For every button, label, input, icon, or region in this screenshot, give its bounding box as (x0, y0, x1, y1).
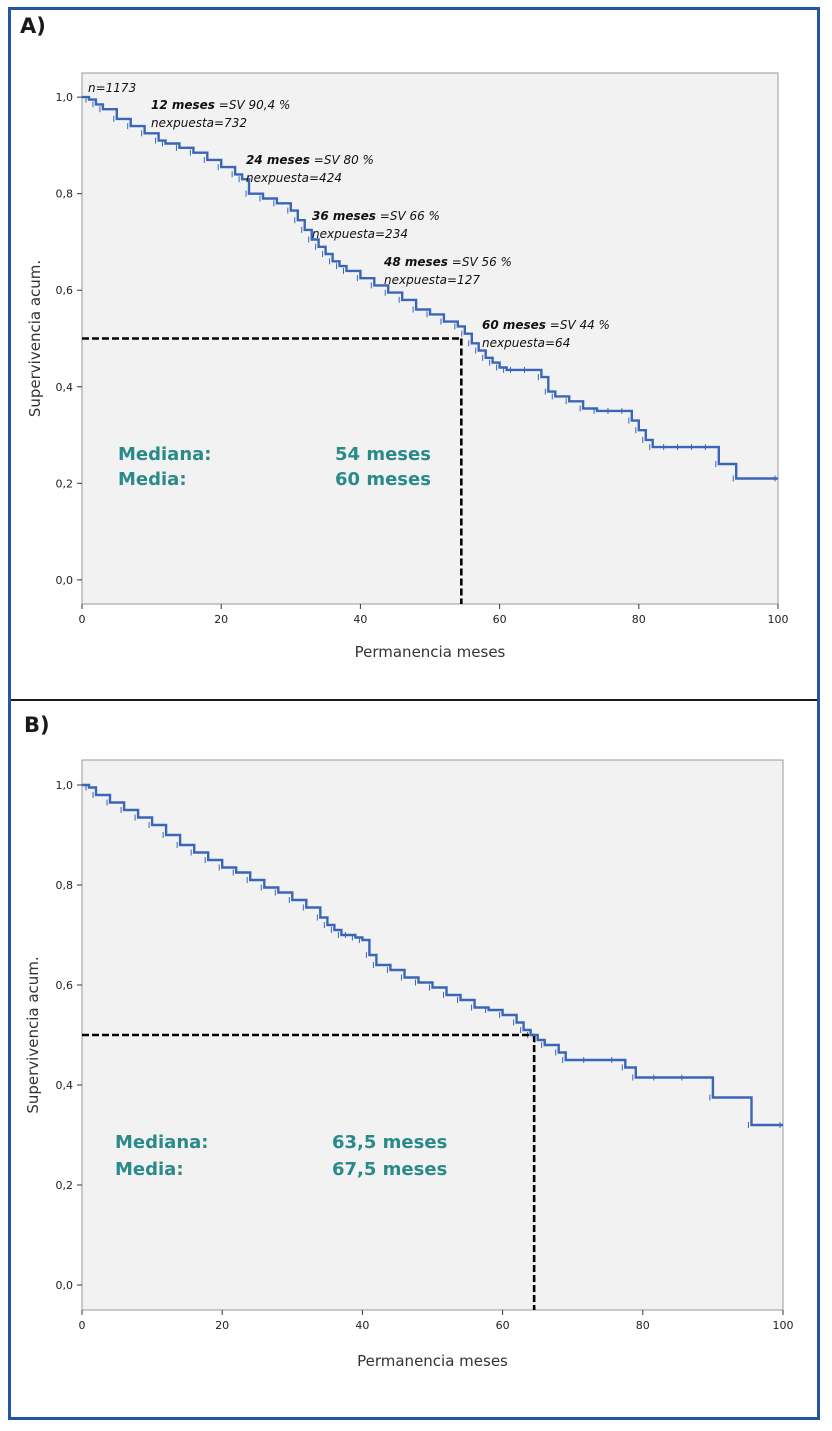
x-tick-label-a-2: 40 (353, 613, 367, 626)
median-reference-a (82, 337, 463, 604)
x-axis-label-a: Permanencia meses (355, 643, 506, 661)
x-tick-label-b-1: 20 (215, 1319, 229, 1332)
figure-frame (8, 7, 820, 1420)
y-tick-label-a-1: 0,2 (56, 477, 74, 490)
milestone-month-2: 36 meses (312, 209, 376, 223)
milestone-month-3: 48 meses (383, 255, 448, 269)
milestone-exposed-0: nexpuesta=732 (151, 116, 247, 130)
median-reference-b (82, 1033, 536, 1310)
y-tick-label-b-1: 0,2 (56, 1179, 74, 1192)
milestone-sv-3: 48 meses =SV 56 % (383, 255, 512, 269)
y-tick-label-a-0: 0,0 (56, 574, 74, 587)
milestone-sv-4: 60 meses =SV 44 % (482, 318, 610, 332)
x-tick-label-b-2: 40 (355, 1319, 369, 1332)
survival-curve-a (82, 95, 778, 480)
panel-divider (11, 699, 817, 701)
milestone-sv-value-3: =SV 56 % (448, 255, 512, 269)
mean-label-b: Media: (115, 1159, 184, 1180)
mean-value-b: 67,5 meses (332, 1159, 447, 1180)
y-tick-label-a-4: 0,8 (56, 188, 74, 201)
x-tick-label-a-0: 0 (79, 613, 86, 626)
milestone-sv-0: 12 meses =SV 90,4 % (151, 98, 290, 112)
y-axis-label-b: Supervivencia acum. (24, 956, 42, 1113)
milestone-sv-value-1: =SV 80 % (310, 153, 374, 167)
milestone-sv-value-4: =SV 44 % (546, 318, 610, 332)
median-value-a: 54 meses (335, 444, 431, 465)
x-tick-label-a-5: 100 (768, 613, 789, 626)
y-tick-label-b-4: 0,8 (56, 879, 74, 892)
x-tick-label-a-1: 20 (214, 613, 228, 626)
x-tick-label-b-0: 0 (79, 1319, 86, 1332)
panel-b-label: B) (24, 713, 50, 737)
y-tick-label-b-0: 0,0 (56, 1279, 74, 1292)
y-axis-label-a: Supervivencia acum. (26, 260, 44, 417)
x-tick-label-b-3: 60 (496, 1319, 510, 1332)
milestone-sv-value-2: =SV 66 % (376, 209, 440, 223)
chart-a: 0 20 40 60 80 100 0,0 0,2 0,4 0,6 0,8 1,0 n=1173 12 … (26, 72, 789, 661)
axes-a: 0 20 40 60 80 100 0,0 0,2 0,4 0,6 0,8 1,0 (56, 91, 789, 626)
annotations-a: n=1173 12 meses =SV 90,4 % nexpuesta=732 24… (88, 81, 610, 350)
milestone-exposed-3: nexpuesta=127 (384, 273, 480, 287)
panel-a-label: A) (20, 14, 46, 38)
milestone-month-4: 60 meses (482, 318, 546, 332)
milestone-sv-value-0: =SV 90,4 % (215, 98, 290, 112)
median-label-b: Mediana: (115, 1132, 208, 1153)
x-tick-label-a-3: 60 (493, 613, 507, 626)
x-tick-label-b-5: 100 (773, 1319, 794, 1332)
median-label-a: Mediana: (118, 444, 211, 465)
y-tick-label-a-2: 0,4 (56, 381, 74, 394)
y-tick-label-b-2: 0,4 (56, 1079, 74, 1092)
median-value-b: 63,5 meses (332, 1132, 447, 1153)
n-total-label: n=1173 (88, 81, 136, 95)
y-tick-label-a-5: 1,0 (56, 91, 74, 104)
y-tick-label-b-5: 1,0 (56, 779, 74, 792)
milestone-exposed-4: nexpuesta=64 (482, 336, 570, 350)
x-axis-label-b: Permanencia meses (357, 1352, 508, 1370)
axes-b: 0 20 40 60 80 100 0,0 0,2 0,4 0,6 0,8 1,0 (56, 779, 794, 1332)
mean-label-a: Media: (118, 469, 187, 490)
survival-curve-b (82, 783, 783, 1127)
y-tick-label-a-3: 0,6 (56, 284, 74, 297)
mean-value-a: 60 meses (335, 469, 431, 490)
x-tick-label-a-4: 80 (632, 613, 646, 626)
x-tick-label-b-4: 80 (636, 1319, 650, 1332)
milestone-month-1: 24 meses (246, 153, 310, 167)
milestone-sv-1: 24 meses =SV 80 % (246, 153, 374, 167)
milestone-exposed-1: nexpuesta=424 (246, 171, 342, 185)
milestone-exposed-2: nexpuesta=234 (312, 227, 408, 241)
milestone-sv-2: 36 meses =SV 66 % (312, 209, 440, 223)
chart-b: 0 20 40 60 80 100 0,0 0,2 0,4 0,6 0,8 1,0 Supervive… (24, 759, 794, 1370)
milestone-month-0: 12 meses (151, 98, 215, 112)
y-tick-label-b-3: 0,6 (56, 979, 74, 992)
